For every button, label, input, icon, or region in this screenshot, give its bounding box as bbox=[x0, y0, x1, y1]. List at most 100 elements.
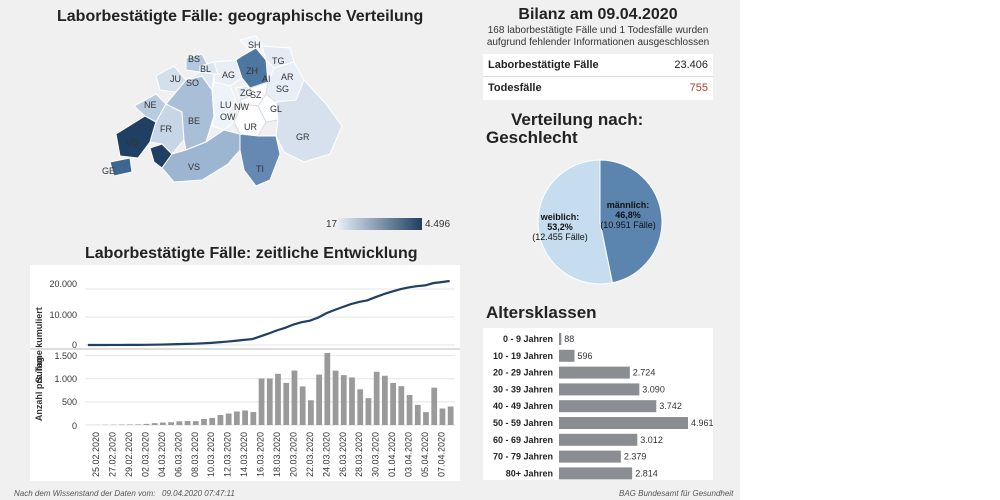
daily-bar bbox=[192, 421, 199, 425]
ytick-bottom-1: 1.000 bbox=[54, 374, 77, 384]
date-tick-label: 02.03.2020 bbox=[140, 432, 150, 477]
canton-SO[interactable] bbox=[185, 71, 215, 92]
map-legend-gradient bbox=[338, 218, 422, 230]
daily-bar bbox=[201, 418, 207, 425]
age-bar bbox=[559, 383, 640, 396]
daily-bar bbox=[250, 412, 257, 425]
pie-slice-female[interactable] bbox=[537, 159, 614, 285]
canton-label-UR: UR bbox=[244, 122, 257, 132]
age-bar bbox=[559, 450, 621, 463]
ytick-bottom-3: 0 bbox=[72, 421, 77, 431]
ytick-bottom-0: 1.500 bbox=[54, 351, 77, 361]
age-bar-value: 88 bbox=[564, 334, 574, 344]
canton-label-SH: SH bbox=[248, 40, 261, 50]
daily-bar bbox=[332, 370, 339, 425]
canton-label-NE: NE bbox=[144, 100, 157, 110]
gender-pie: männlich: 46,8% (10.951 Fälle) weiblich:… bbox=[532, 159, 663, 285]
canton-label-JU: JU bbox=[170, 74, 181, 84]
daily-bar bbox=[373, 371, 380, 425]
canton-label-ZG: ZG bbox=[240, 88, 253, 98]
summary-subtitle-2: aufgrund fehlender Informationen ausgesc… bbox=[486, 37, 710, 48]
age-bar bbox=[559, 400, 657, 413]
daily-bar bbox=[447, 406, 454, 425]
date-tick-label: 16.03.2020 bbox=[256, 432, 266, 477]
daily-bar bbox=[127, 424, 133, 425]
age-bar-value: 596 bbox=[578, 351, 593, 361]
canton-GE[interactable] bbox=[109, 157, 133, 177]
canton-label-ZH: ZH bbox=[246, 66, 258, 76]
ylabel-cumulative: Summe kumuliert bbox=[34, 307, 44, 383]
daily-bar bbox=[340, 375, 347, 425]
canton-label-SZ: SZ bbox=[250, 90, 262, 100]
canton-VS[interactable] bbox=[161, 129, 241, 183]
daily-bar bbox=[168, 422, 174, 425]
daily-bar bbox=[225, 413, 232, 425]
age-category-label: 80+ Jahren bbox=[506, 468, 553, 478]
age-category-label: 60 - 69 Jahren bbox=[493, 435, 553, 445]
age-category-label: 50 - 59 Jahren bbox=[493, 418, 553, 428]
cumulative-line bbox=[87, 279, 450, 347]
map-legend-min: 17 bbox=[326, 219, 338, 230]
pie-male-count: (10.951 Fälle) bbox=[600, 220, 656, 230]
canton-label-GL: GL bbox=[270, 104, 282, 114]
gender-title-2: Geschlecht bbox=[486, 128, 578, 147]
daily-bar bbox=[423, 412, 429, 425]
daily-bar bbox=[266, 378, 273, 425]
cases-label: Laborbestätigte Fälle bbox=[488, 59, 599, 71]
date-tick-label: 07.04.2020 bbox=[436, 432, 446, 477]
pie-slice-male[interactable] bbox=[599, 159, 663, 284]
date-tick-label: 26.03.2020 bbox=[338, 432, 348, 477]
cases-value: 23.406 bbox=[674, 59, 708, 71]
age-chart: 0 - 9 Jahren 88 10 - 19 Jahren 596 20 - 29 J… bbox=[493, 333, 713, 480]
ylabel-daily: Anzahl pro Tag bbox=[34, 357, 44, 421]
canton-LU[interactable] bbox=[211, 81, 237, 117]
daily-bar bbox=[299, 386, 306, 425]
gender-title-1: Verteilung nach: bbox=[511, 110, 644, 129]
date-tick-label: 08.03.2020 bbox=[190, 432, 200, 477]
date-tick-label: 27.02.2020 bbox=[108, 432, 118, 477]
canton-TI[interactable] bbox=[239, 133, 281, 187]
canton-label-AR: AR bbox=[281, 72, 294, 82]
daily-bar bbox=[431, 387, 438, 425]
daily-bar bbox=[283, 382, 290, 425]
footer-source: BAG Bundesamt für Gesundheit bbox=[619, 489, 734, 498]
ytick-bottom-2: 500 bbox=[62, 397, 77, 407]
canton-label-GR: GR bbox=[296, 132, 310, 142]
age-bar-value: 2.814 bbox=[635, 468, 658, 478]
pie-male-pct: 46,8% bbox=[615, 210, 641, 220]
canton-label-TG: TG bbox=[272, 56, 285, 66]
ytick-top-2: 0 bbox=[72, 340, 77, 350]
canton-label-GE: GE bbox=[102, 166, 115, 176]
daily-bar bbox=[390, 383, 396, 425]
date-tick-label: 30.03.2020 bbox=[371, 432, 381, 477]
date-tick-label: 28.03.2020 bbox=[354, 432, 364, 477]
daily-bar bbox=[135, 424, 142, 425]
map-title: Laborbestätigte Fälle: geographische Ver… bbox=[57, 8, 424, 25]
summary-table: Laborbestätigte Fälle 23.406 Todesfälle … bbox=[483, 54, 713, 100]
canton-VD[interactable] bbox=[115, 115, 157, 159]
date-tick-label: 10.03.2020 bbox=[206, 432, 216, 477]
daily-bar bbox=[242, 410, 248, 425]
age-category-label: 40 - 49 Jahren bbox=[493, 401, 553, 411]
pie-female-label: weiblich: bbox=[540, 212, 580, 222]
daily-bar bbox=[365, 398, 372, 425]
daily-bar bbox=[184, 421, 191, 425]
date-tick-label: 25.02.2020 bbox=[91, 432, 101, 477]
age-bar bbox=[559, 417, 688, 429]
canton-label-OW: OW bbox=[220, 112, 236, 122]
canton-OW[interactable] bbox=[211, 111, 235, 131]
daily-bar bbox=[160, 422, 166, 425]
switzerland-map: SH BS BL TG ZH AG AR JU SO SG AI ZG NE L… bbox=[102, 35, 343, 187]
age-bar-value: 3.090 bbox=[642, 384, 665, 394]
date-tick-label: 18.03.2020 bbox=[272, 432, 282, 477]
canton-label-AG: AG bbox=[222, 70, 235, 80]
daily-bar bbox=[275, 373, 281, 425]
timeline-title: Laborbestätigte Fälle: zeitliche Entwick… bbox=[85, 245, 418, 262]
daily-bar bbox=[308, 400, 314, 425]
daily-bar bbox=[176, 421, 183, 425]
footer-timestamp: Nach dem Wissenstand der Daten vom: 09.0… bbox=[14, 489, 235, 498]
canton-label-BL: BL bbox=[200, 64, 211, 74]
canton-GR[interactable] bbox=[275, 79, 343, 163]
age-bar bbox=[559, 333, 562, 345]
date-tick-label: 12.03.2020 bbox=[223, 432, 233, 477]
